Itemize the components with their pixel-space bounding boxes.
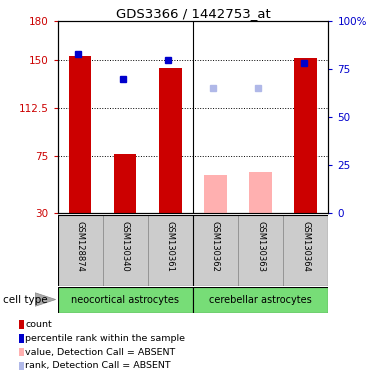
Bar [283, 215, 328, 286]
Bar [295, 58, 317, 213]
Text: GSM128874: GSM128874 [76, 221, 85, 271]
Bar [103, 215, 148, 286]
Text: GSM130340: GSM130340 [121, 221, 130, 271]
Text: cell type: cell type [3, 295, 47, 305]
Bar [58, 215, 103, 286]
Text: cerebellar astrocytes: cerebellar astrocytes [209, 295, 312, 305]
Bar [69, 56, 91, 213]
Text: GSM130363: GSM130363 [256, 221, 265, 272]
Text: neocortical astrocytes: neocortical astrocytes [71, 295, 179, 305]
Text: count: count [26, 320, 52, 329]
Bar [249, 172, 272, 213]
Text: value, Detection Call = ABSENT: value, Detection Call = ABSENT [26, 348, 176, 357]
Bar [148, 215, 193, 286]
Polygon shape [35, 293, 56, 306]
Title: GDS3366 / 1442753_at: GDS3366 / 1442753_at [115, 7, 270, 20]
Text: GSM130362: GSM130362 [211, 221, 220, 271]
Bar [193, 215, 238, 286]
Text: GSM130361: GSM130361 [166, 221, 175, 271]
Bar [238, 215, 283, 286]
Text: rank, Detection Call = ABSENT: rank, Detection Call = ABSENT [26, 361, 171, 371]
Text: GSM130364: GSM130364 [301, 221, 310, 271]
Bar [193, 287, 328, 313]
Bar [58, 287, 193, 313]
Bar [114, 154, 137, 213]
Bar [204, 175, 227, 213]
Bar [159, 68, 182, 213]
Text: percentile rank within the sample: percentile rank within the sample [26, 334, 186, 343]
